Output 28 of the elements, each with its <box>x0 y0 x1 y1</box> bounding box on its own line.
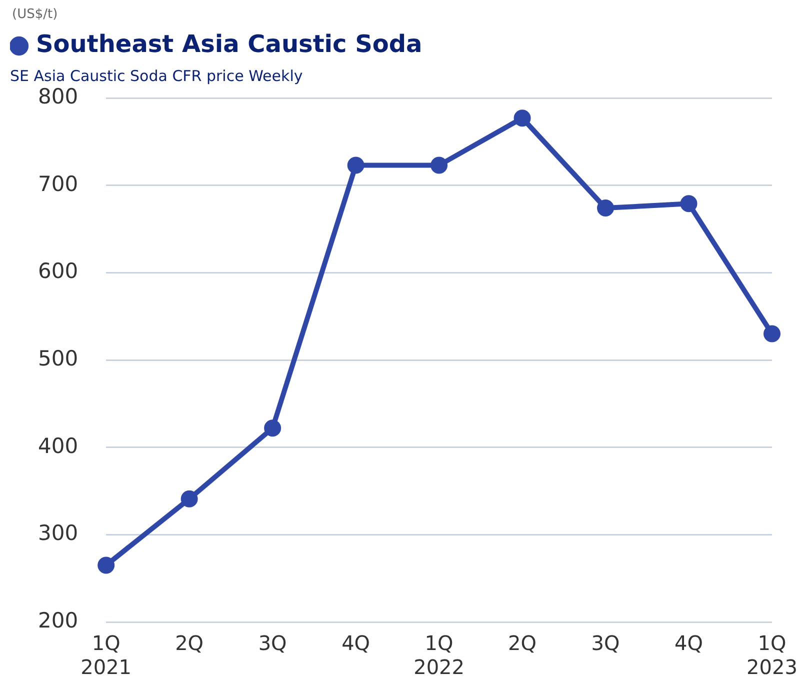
y-tick-label: 300 <box>38 521 78 546</box>
y-axis-title: (US$/t) <box>12 6 58 22</box>
y-tick-label: 800 <box>38 84 78 108</box>
point <box>264 420 282 437</box>
x-tick-label: 4Q <box>342 631 370 656</box>
point <box>98 556 115 574</box>
y-tick-label: 400 <box>38 434 78 458</box>
point <box>180 490 198 508</box>
x-tick-label: 3Q <box>258 631 287 656</box>
point <box>430 156 448 174</box>
legend-label: Southeast Asia Caustic Soda <box>36 30 422 58</box>
point <box>597 200 614 217</box>
x-tick-label: 1Q 2022 <box>414 631 464 680</box>
y-tick-label: 500 <box>38 346 78 370</box>
y-tick-label: 600 <box>38 259 78 284</box>
x-tick-label: 3Q <box>591 631 620 656</box>
x-tick-label: 2Q <box>175 631 204 656</box>
x-tick-label: 4Q <box>674 631 703 656</box>
x-tick-label: 2Q <box>508 631 537 656</box>
x-tick-label: 1Q 2023 <box>746 631 798 680</box>
point <box>680 195 698 212</box>
point <box>514 110 531 127</box>
point <box>347 156 364 174</box>
x-tick-label: 1Q 2021 <box>80 631 132 680</box>
chart-subtitle: SE Asia Caustic Soda CFR price Weekly <box>10 66 303 85</box>
point <box>764 325 780 342</box>
y-tick-label: 200 <box>38 608 78 632</box>
y-tick-label: 700 <box>38 172 78 196</box>
